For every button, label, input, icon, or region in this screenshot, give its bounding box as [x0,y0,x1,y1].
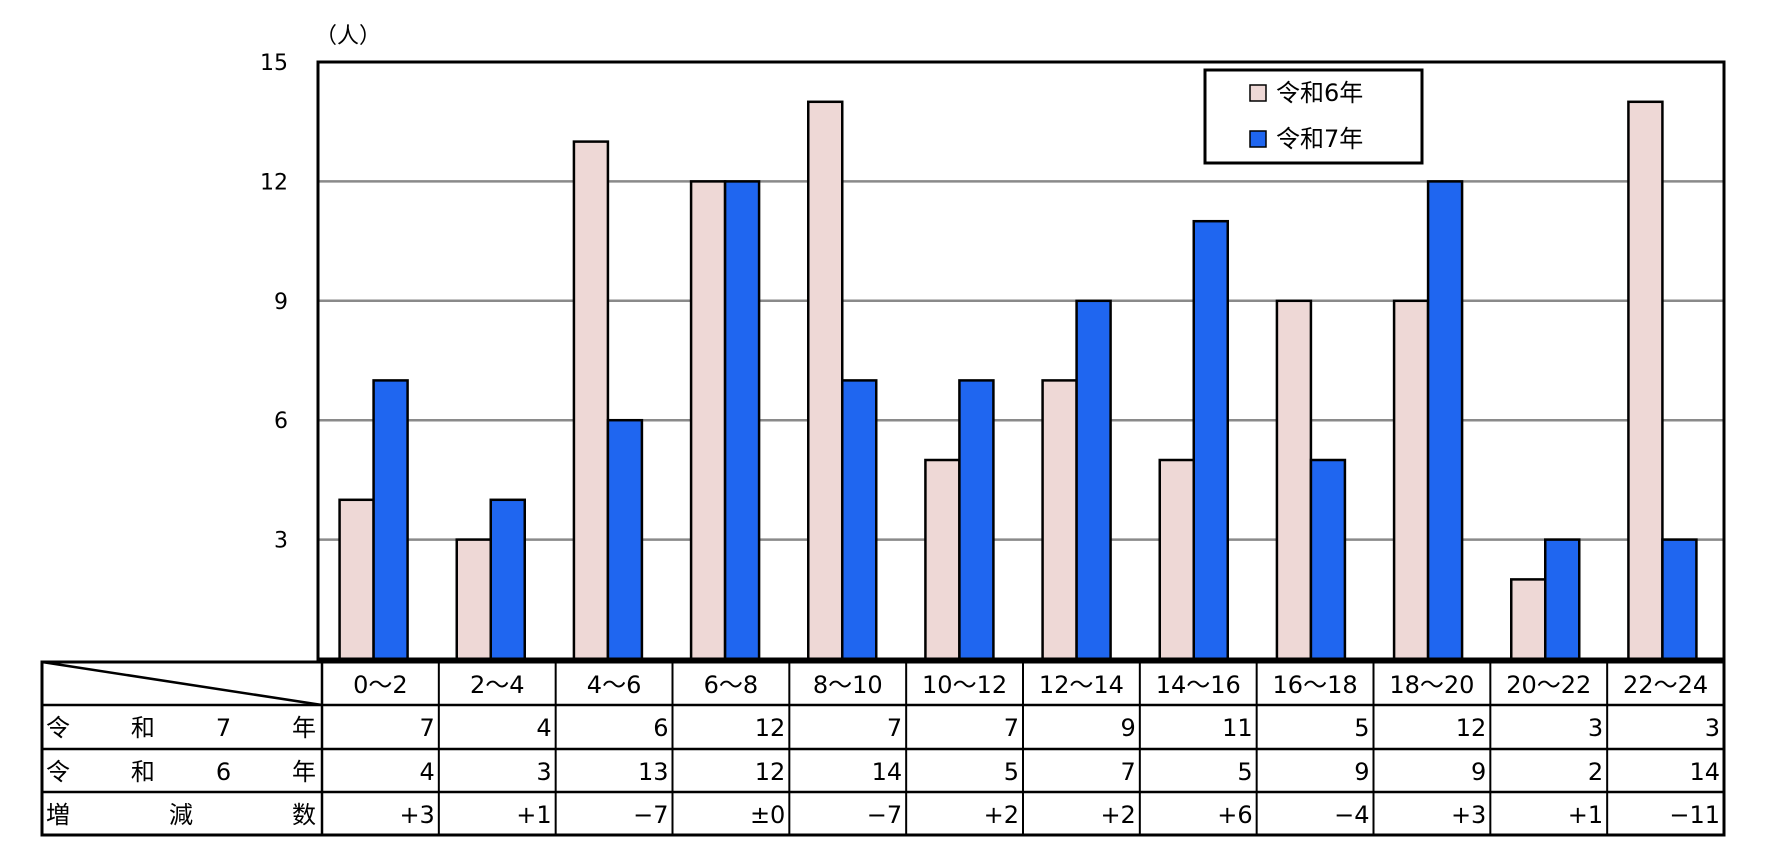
bar-r7 [489,498,526,661]
table-cell: ±0 [750,801,785,829]
table-cell: 12 [755,714,786,742]
table-cell: +1 [516,801,551,829]
table-cell: 4 [420,758,435,786]
table-cell: 3 [1705,714,1720,742]
table-cell: 5 [1237,758,1252,786]
table-cell: −7 [633,801,668,829]
table-cell: +2 [984,801,1019,829]
table-header-cell: 14～16 [1156,671,1241,699]
table-header-cell: 20～22 [1506,671,1591,699]
table-cell: 14 [872,758,903,786]
table-row-label: 増 減 数 [46,801,316,829]
table-cell: 9 [1354,758,1369,786]
y-tick-label: 6 [274,409,288,434]
table-header-cell: 6～8 [704,671,759,699]
table-cell: +3 [1451,801,1486,829]
bar-r6 [924,458,961,661]
y-unit-label: （人） [315,24,381,49]
bar-r6 [455,538,492,661]
table-header-cell: 2～4 [470,671,525,699]
table-cell: 2 [1588,758,1603,786]
y-tick-label: 9 [274,290,288,315]
bar-r7 [1192,219,1229,661]
table-header-cell: 10～12 [922,671,1007,699]
table-header-cell: 18～20 [1389,671,1474,699]
bar-r7 [958,379,995,661]
legend: 令和6年 令和7年 [1203,68,1424,165]
table-cell: +1 [1568,801,1603,829]
table-row-label: 令 和 7 年 [46,714,316,742]
bar-r7 [1309,458,1347,661]
legend-swatch-r7 [1249,130,1267,148]
bar-r6 [572,140,610,661]
bar-r7 [372,379,409,661]
table-cell: 11 [1222,714,1253,742]
bar-r7 [1426,180,1464,661]
table-cell: 7 [887,714,902,742]
table-header-cell: 22～24 [1623,671,1708,699]
bar-r6 [1510,578,1547,661]
table-corner-diagonal [41,660,323,707]
table-cell: +3 [399,801,434,829]
legend-label-r7: 令和7年 [1276,125,1363,153]
bar-r6 [807,100,844,661]
bar-r6 [1627,100,1664,661]
table-row-label: 令 和 6 年 [46,758,316,786]
table-cell: 12 [1456,714,1487,742]
table-cell: −11 [1669,801,1720,829]
table-cell: −7 [867,801,902,829]
legend-swatch-r6 [1249,84,1267,102]
legend-label-r6: 令和6年 [1276,79,1363,107]
table-cell: 3 [1588,714,1603,742]
table-cell: 5 [1354,714,1369,742]
bar-r7 [723,180,761,661]
plot-frame [316,60,1726,661]
bar-r7 [1544,538,1581,661]
table-header-cell: 8～10 [813,671,883,699]
table-cell: 9 [1121,714,1136,742]
table-header-cell: 0～2 [353,671,408,699]
table-cell: 7 [1121,758,1136,786]
table-cell: 13 [638,758,669,786]
table-header-cell: 16～18 [1273,671,1358,699]
table-cell: −4 [1334,801,1369,829]
bar-r6 [689,180,727,661]
bars [338,100,1698,661]
table-cell: 5 [1004,758,1019,786]
data-table: 0～2 2～4 4～6 6～8 8～10 10～12 12～14 14～16 16～18 18～2… [40,660,1726,837]
bar-r6 [1158,458,1195,661]
table-cell: 6 [653,714,668,742]
table-cell: 9 [1471,758,1486,786]
table-cell: +6 [1217,801,1252,829]
bar-r6 [1041,379,1078,661]
gridlines [318,180,1724,541]
bar-r6 [338,498,375,661]
bar-r7 [606,418,644,661]
bar-r7 [841,379,878,661]
table-cell: 3 [536,758,551,786]
legend-box [1203,68,1424,165]
table-cell: 12 [755,758,786,786]
y-tick-label: 15 [260,51,288,76]
table-cell: 7 [1004,714,1019,742]
table-header-cell: 12～14 [1039,671,1124,699]
table-cell: 14 [1689,758,1720,786]
bar-r7 [1075,299,1112,661]
bar-r7 [1661,538,1698,661]
bar-r6 [1275,299,1313,661]
table-cell: 7 [420,714,435,742]
y-tick-label: 3 [274,529,288,554]
table-cell: 4 [536,714,551,742]
y-tick-label: 12 [260,170,288,195]
bar-r6 [1392,299,1430,661]
table-cell: +2 [1100,801,1135,829]
table-header-cell: 4～6 [587,671,642,699]
y-axis-ticks: 3 6 9 12 15 [260,51,288,554]
